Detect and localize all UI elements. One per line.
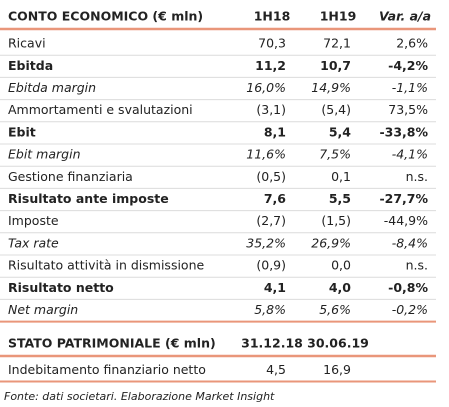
- source-note: Fonte: dati societari. Elaborazione Mark…: [4, 390, 275, 403]
- cell-value: 2,6%: [396, 36, 428, 51]
- cell-value: 8,1: [264, 124, 286, 139]
- cell-value: 72,1: [323, 36, 351, 51]
- row-label: Imposte: [8, 213, 59, 228]
- cell-value: 11,2: [255, 58, 286, 73]
- cell-value: -33,8%: [379, 124, 428, 139]
- cell-value: -44,9%: [384, 213, 428, 228]
- header-cell: Var. a/a: [379, 9, 431, 24]
- header-cell: 1H19: [320, 9, 357, 24]
- row-label: Ricavi: [8, 36, 46, 51]
- cell-value: 5,4: [329, 124, 351, 139]
- cell-value: 16,9: [323, 362, 351, 377]
- cell-value: 4,1: [264, 280, 286, 295]
- row-label: Ebit margin: [8, 147, 81, 162]
- cell-value: 4,0: [329, 280, 351, 295]
- cell-value: (0,5): [256, 169, 286, 184]
- cell-value: -0,8%: [388, 280, 428, 295]
- cell-value: (0,9): [256, 258, 286, 273]
- row-label: Indebitamento finanziario netto: [8, 362, 206, 377]
- cell-value: 14,9%: [311, 80, 351, 95]
- row-label: Tax rate: [8, 235, 59, 250]
- header-cell: CONTO ECONOMICO (€ mln): [8, 9, 203, 24]
- cell-value: n.s.: [406, 169, 428, 184]
- cell-value: 16,0%: [246, 80, 286, 95]
- row-label: Ebitda: [8, 58, 53, 73]
- header-cell: 30.06.19: [307, 336, 369, 351]
- cell-value: (3,1): [256, 102, 286, 117]
- row-label: Risultato ante imposte: [8, 191, 169, 206]
- row-label: Risultato netto: [8, 280, 114, 295]
- cell-value: 5,6%: [319, 302, 351, 317]
- cell-value: 0,1: [331, 169, 351, 184]
- cell-value: 7,6: [264, 191, 286, 206]
- row-label: Gestione finanziaria: [8, 169, 133, 184]
- row-label: Ammortamenti e svalutazioni: [8, 102, 193, 117]
- cell-value: -0,2%: [392, 302, 428, 317]
- row-label: Net margin: [8, 302, 78, 317]
- cell-value: 5,8%: [254, 302, 286, 317]
- cell-value: -1,1%: [392, 80, 428, 95]
- cell-value: 35,2%: [246, 235, 286, 250]
- cell-value: 11,6%: [246, 147, 286, 162]
- cell-value: (5,4): [321, 102, 351, 117]
- cell-value: (1,5): [321, 213, 351, 228]
- cell-value: -4,1%: [392, 147, 428, 162]
- cell-value: 5,5: [329, 191, 351, 206]
- row-label: Ebitda margin: [8, 80, 96, 95]
- cell-value: (2,7): [256, 213, 286, 228]
- cell-value: 4,5: [266, 362, 286, 377]
- cell-value: 10,7: [320, 58, 351, 73]
- cell-value: 73,5%: [388, 102, 428, 117]
- cell-value: -4,2%: [388, 58, 428, 73]
- cell-value: 7,5%: [319, 147, 351, 162]
- cell-value: -27,7%: [379, 191, 428, 206]
- header-cell: 31.12.18: [241, 336, 303, 351]
- cell-value: 0,0: [331, 258, 351, 273]
- cell-value: -8,4%: [392, 235, 428, 250]
- cell-value: n.s.: [406, 258, 428, 273]
- cell-value: 26,9%: [311, 235, 351, 250]
- header-cell: 1H18: [254, 9, 291, 24]
- row-label: Risultato attività in dismissione: [8, 258, 204, 273]
- header-cell: STATO PATRIMONIALE (€ mln): [8, 336, 216, 351]
- row-label: Ebit: [8, 124, 36, 139]
- cell-value: 70,3: [258, 36, 286, 51]
